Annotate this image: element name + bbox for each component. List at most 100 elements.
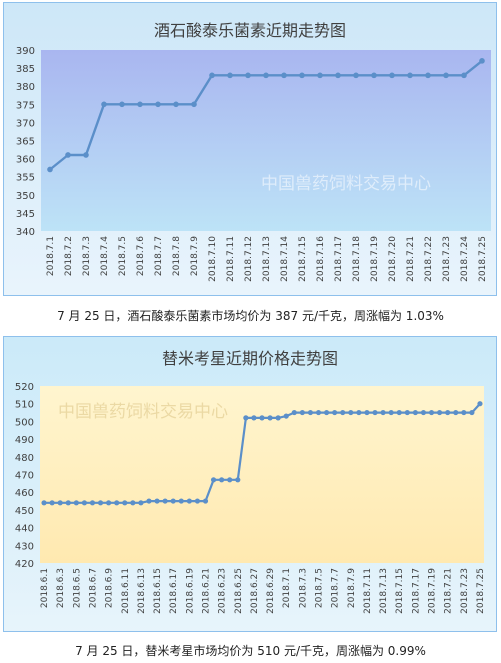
x-tick-label: 2018.6.23 — [218, 568, 228, 614]
data-point — [315, 409, 322, 416]
x-tick-label: 2018.7.21 — [406, 236, 416, 282]
data-point — [461, 409, 467, 416]
data-point — [259, 415, 265, 421]
x-tick-label: 2018.7.20 — [388, 236, 398, 282]
data-point — [186, 498, 192, 504]
data-point — [317, 72, 323, 79]
chart-title: 替米考星近期价格走势图 — [162, 349, 338, 368]
x-tick-label: 2018.6.5 — [72, 568, 82, 608]
data-point — [396, 409, 402, 416]
x-tick-label: 2018.6.13 — [137, 568, 147, 614]
plot-area — [41, 50, 491, 231]
x-tick-label: 2018.7.9 — [347, 568, 357, 608]
data-point — [81, 500, 87, 506]
x-tick-label: 2018.7.24 — [460, 236, 470, 282]
data-point — [227, 72, 233, 79]
data-point — [219, 477, 225, 483]
x-tick-label: 2018.7.13 — [379, 568, 389, 614]
x-tick-label: 2018.7.21 — [444, 568, 454, 614]
data-point — [348, 409, 354, 416]
x-tick-label: 2018.7.17 — [334, 236, 344, 282]
x-tick-label: 2018.6.17 — [169, 568, 179, 614]
data-point — [371, 72, 377, 79]
y-tick-label: 460 — [15, 488, 34, 499]
x-tick-label: 2018.7.12 — [244, 236, 254, 282]
watermark-text: 中国兽药饲料交易中心 — [261, 174, 431, 194]
tylosin-price-caption: 7 月 25 日，酒石酸泰乐菌素市场均价为 387 元/千克，周涨幅为 1.03… — [57, 309, 444, 323]
data-point — [191, 101, 197, 108]
x-tick-label: 2018.6.19 — [185, 568, 195, 614]
x-tick-label: 2018.7.2 — [64, 236, 74, 276]
data-point — [119, 101, 125, 108]
x-tick-label: 2018.7.5 — [315, 568, 325, 608]
y-tick-label: 450 — [15, 506, 34, 517]
chart-panel-tylosin-tartrate: 酒石酸泰乐菌素近期走势图 中国兽药饲料交易中心 340 345 350 355 360 365… — [3, 2, 497, 296]
data-point — [380, 409, 386, 416]
data-point — [307, 409, 314, 416]
data-point — [412, 409, 418, 416]
x-tick-label: 2018.6.9 — [105, 568, 115, 608]
x-tick-label: 2018.7.19 — [370, 236, 380, 282]
data-point — [364, 409, 370, 416]
data-point — [89, 500, 96, 506]
data-point — [425, 72, 431, 79]
data-point — [57, 500, 63, 506]
y-tick-label: 430 — [15, 541, 34, 552]
data-point — [299, 409, 305, 416]
data-point — [49, 500, 55, 506]
data-point — [404, 409, 410, 416]
data-point — [146, 498, 152, 504]
y-tick-label: 380 — [16, 82, 35, 93]
data-point — [453, 409, 459, 416]
x-tick-label: 2018.6.27 — [250, 568, 260, 614]
x-tick-label: 2018.7.5 — [118, 236, 128, 276]
x-tick-label: 2018.7.3 — [298, 568, 308, 608]
data-point — [445, 409, 451, 416]
y-tick-label: 520 — [15, 382, 34, 393]
data-point — [281, 72, 287, 79]
tilmicosin-price-caption: 7 月 25 日，替米考星市场均价为 510 元/千克，周涨幅为 0.99% — [75, 644, 426, 658]
data-point — [332, 409, 338, 416]
x-tick-label: 2018.7.25 — [478, 236, 488, 282]
x-tick-label: 2018.7.25 — [476, 568, 486, 614]
data-point — [340, 409, 346, 416]
chart-title: 酒石酸泰乐菌素近期走势图 — [154, 21, 346, 40]
data-point — [372, 409, 378, 416]
data-point — [291, 409, 297, 416]
x-tick-label: 2018.7.7 — [331, 568, 341, 608]
data-point — [437, 409, 443, 416]
data-point — [209, 72, 215, 79]
data-point — [407, 72, 413, 79]
y-tick-label: 340 — [16, 227, 35, 238]
data-point — [130, 500, 136, 506]
x-tick-label: 2018.6.3 — [56, 568, 66, 608]
data-point — [137, 101, 143, 108]
data-point — [106, 500, 112, 506]
x-tick-label: 2018.7.23 — [442, 236, 452, 282]
x-tick-label: 2018.7.11 — [363, 568, 373, 614]
data-point — [283, 413, 289, 419]
y-tick-label: 375 — [16, 100, 35, 111]
data-point — [122, 500, 128, 506]
data-point — [267, 415, 273, 421]
data-point — [170, 498, 176, 504]
y-tick-label: 350 — [16, 191, 35, 202]
data-point — [162, 498, 168, 504]
x-tick-label: 2018.7.13 — [262, 236, 272, 282]
data-point — [243, 415, 249, 421]
data-point — [194, 498, 201, 504]
y-tick-label: 470 — [15, 471, 34, 482]
x-tick-label: 2018.7.4 — [100, 236, 110, 276]
data-point — [83, 152, 89, 158]
data-point — [356, 409, 362, 416]
y-tick-label: 390 — [16, 46, 35, 57]
y-tick-label: 440 — [15, 524, 34, 535]
x-tick-label: 2018.7.6 — [136, 236, 146, 276]
data-point — [47, 166, 53, 173]
y-tick-label: 420 — [15, 559, 34, 570]
data-point — [479, 58, 485, 64]
x-tick-label: 2018.6.7 — [88, 568, 98, 608]
x-tick-label: 2018.7.22 — [424, 236, 434, 282]
x-tick-label: 2018.7.1 — [282, 568, 292, 608]
